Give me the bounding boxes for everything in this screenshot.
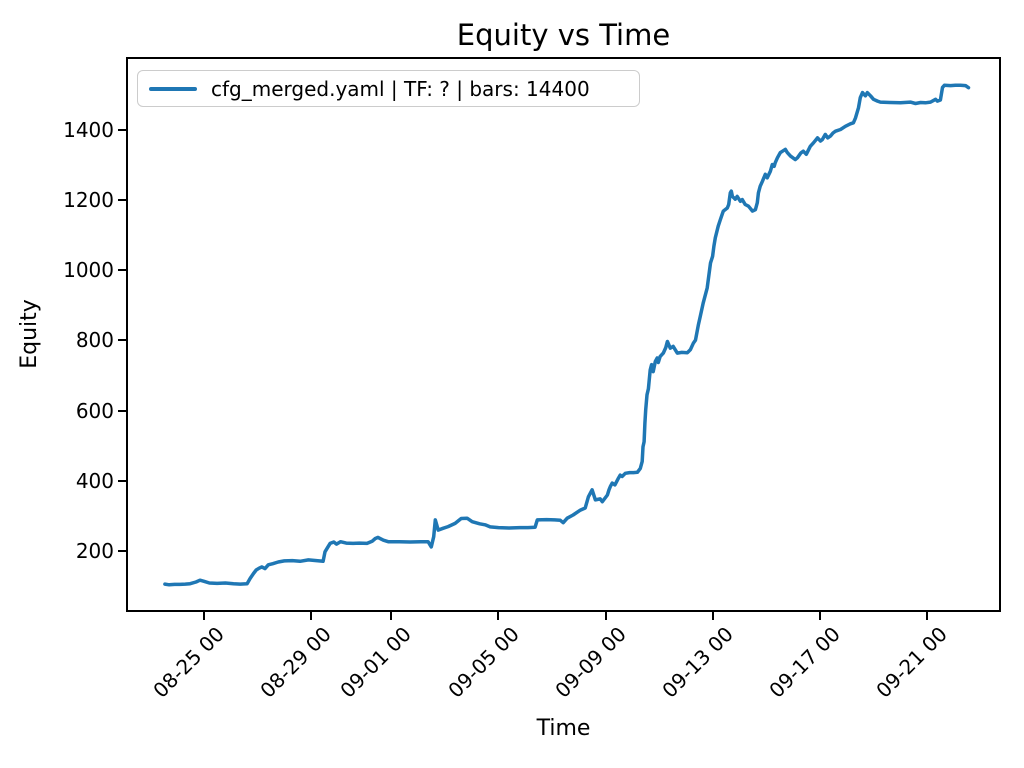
x-tick-mark: [711, 612, 714, 620]
legend-label: cfg_merged.yaml | TF: ? | bars: 14400: [211, 76, 590, 101]
y-tick-label: 600: [75, 398, 114, 423]
equity-line-svg: [163, 83, 971, 587]
legend: cfg_merged.yaml | TF: ? | bars: 14400: [137, 70, 640, 107]
y-tick-label: 800: [75, 328, 114, 353]
y-tick-label: 1200: [63, 188, 114, 213]
y-tick-mark: [118, 409, 126, 412]
chart-title: Equity vs Time: [456, 18, 671, 52]
y-tick-mark: [118, 199, 126, 202]
y-tick-label: 1000: [63, 258, 114, 283]
y-tick-mark: [118, 339, 126, 342]
x-tick-mark: [203, 612, 206, 620]
x-axis-label: Time: [536, 716, 591, 741]
x-tick-mark: [310, 612, 313, 620]
y-tick-mark: [118, 479, 126, 482]
y-tick-mark: [118, 269, 126, 272]
x-tick-label-text: 09-05 00: [442, 622, 524, 703]
x-tick-mark: [390, 612, 393, 620]
y-tick-mark: [118, 129, 126, 132]
y-axis-label: Equity: [17, 299, 42, 369]
plot-area: [126, 57, 1001, 612]
x-tick-label-text: 09-17 00: [764, 622, 845, 703]
y-tick-label: 400: [75, 468, 114, 493]
y-tick-mark: [118, 549, 126, 552]
legend-line-sample: [149, 86, 197, 91]
x-tick-mark: [497, 612, 500, 620]
x-tick-label-text: 09-13 00: [656, 622, 738, 703]
x-tick-label-text: 09-09 00: [549, 622, 631, 703]
x-tick-label-text: 09-01 00: [335, 622, 417, 703]
equity-line: [163, 83, 971, 587]
x-tick-mark: [818, 612, 821, 620]
x-tick-mark: [604, 612, 607, 620]
x-tick-label-text: 08-25 00: [148, 622, 229, 703]
x-tick-label-text: 08-29 00: [255, 622, 337, 703]
y-tick-label: 200: [75, 538, 114, 563]
x-tick-label-text: 09-21 00: [871, 622, 952, 703]
x-tick-mark: [925, 612, 928, 620]
y-tick-label: 1400: [63, 118, 114, 143]
